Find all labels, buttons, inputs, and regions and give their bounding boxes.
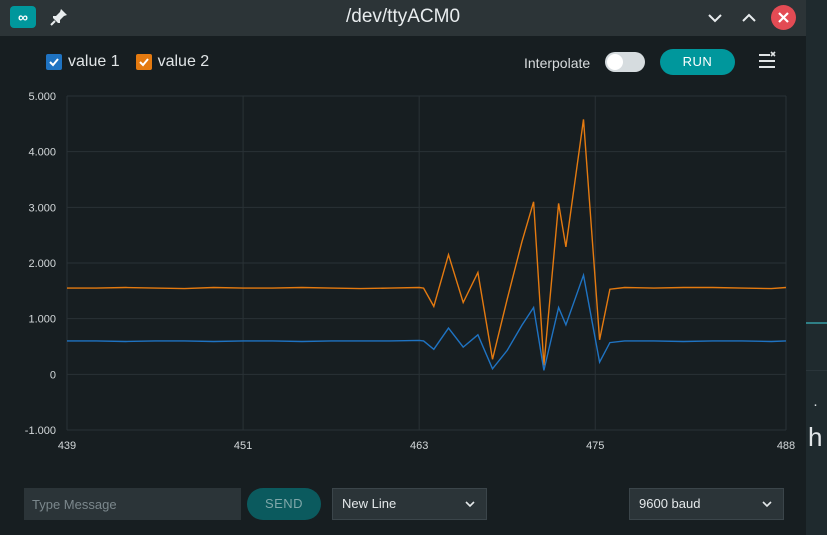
serial-plotter-window: ∞ /dev/ttyACM0 value 1 value 2: [0, 0, 806, 535]
close-icon: [778, 12, 789, 23]
run-button[interactable]: RUN: [660, 49, 735, 75]
legend-label-value-2: value 2: [157, 53, 210, 70]
background-window: [806, 0, 827, 535]
toggle-knob: [607, 54, 623, 70]
clear-list-icon[interactable]: [756, 50, 778, 72]
minimize-chevron-down-icon[interactable]: [703, 6, 727, 30]
line-ending-value: New Line: [342, 496, 397, 511]
x-tick-label: 451: [234, 440, 252, 452]
pin-icon[interactable]: [48, 6, 70, 28]
baud-rate-select[interactable]: 9600 baud: [629, 488, 784, 520]
baud-rate-value: 9600 baud: [639, 496, 701, 511]
legend-label-value-1: value 1: [68, 53, 120, 70]
interpolate-toggle[interactable]: [605, 52, 645, 72]
title-bar: ∞ /dev/ttyACM0: [0, 0, 806, 36]
value-1-checkbox[interactable]: [46, 54, 62, 70]
maximize-chevron-up-icon[interactable]: [737, 6, 761, 30]
value-2-checkbox[interactable]: [135, 54, 152, 70]
series-line-value-2: [67, 119, 787, 366]
background-divider: [806, 370, 827, 371]
window-title: /dev/ttyACM0: [345, 6, 461, 27]
line-ending-select[interactable]: New Line: [332, 488, 487, 520]
y-tick-label: 2.000: [28, 258, 56, 270]
x-tick-label: 488: [777, 440, 795, 452]
plotter-content: value 1 value 2 Interpolate RUN 5.000 4.0…: [0, 36, 806, 535]
y-tick-label: 3.000: [28, 202, 56, 214]
y-tick-label: 4.000: [28, 147, 56, 159]
background-text-dot: ·: [813, 396, 818, 413]
close-button[interactable]: [771, 5, 796, 30]
background-text-letter: h: [808, 422, 823, 452]
x-tick-label: 439: [58, 440, 76, 452]
check-icon: [138, 58, 149, 67]
y-tick-label: 1.000: [28, 314, 56, 326]
chevron-down-icon: [762, 501, 772, 508]
y-tick-label: -1.000: [25, 425, 56, 437]
background-accent-line: [806, 322, 827, 324]
interpolate-label: Interpolate: [524, 55, 591, 71]
y-tick-label: 0: [50, 369, 56, 381]
legend: value 1 value 2: [46, 53, 225, 71]
arduino-logo-icon: ∞: [10, 6, 36, 28]
series-line-value-1: [67, 272, 787, 371]
check-icon: [49, 58, 59, 67]
y-tick-label: 5.000: [28, 91, 56, 103]
message-input[interactable]: [24, 488, 241, 520]
x-tick-label: 463: [410, 440, 428, 452]
send-button[interactable]: SEND: [247, 488, 321, 520]
x-tick-label: 475: [586, 440, 604, 452]
chevron-down-icon: [465, 501, 475, 508]
